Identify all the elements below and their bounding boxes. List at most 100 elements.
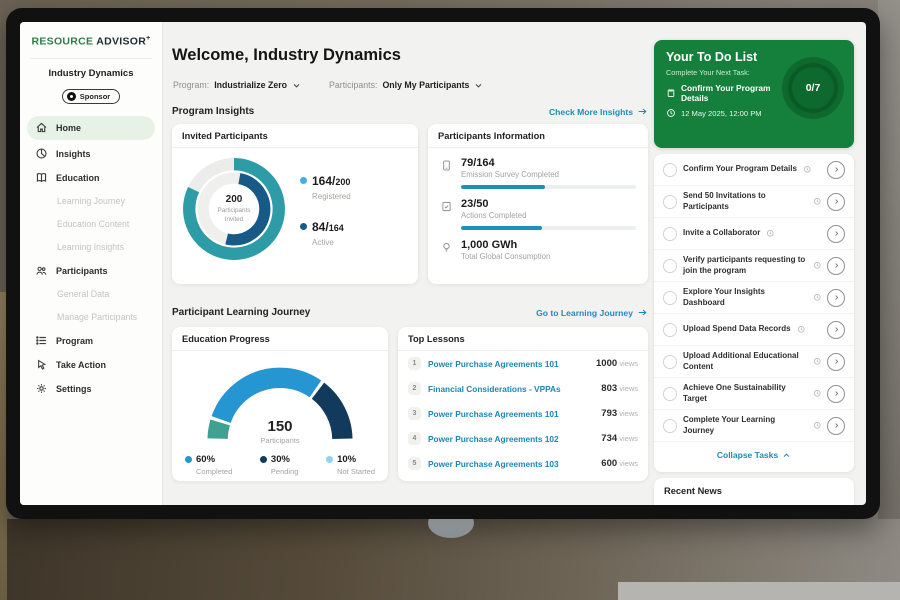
arrow-right-icon <box>637 307 648 318</box>
todo-task-row[interactable]: Upload Spend Data Records <box>654 314 854 346</box>
task-checkbox[interactable] <box>663 419 677 433</box>
task-chevron-button[interactable] <box>827 321 845 339</box>
task-checkbox[interactable] <box>663 355 677 369</box>
legend-dot <box>185 456 192 463</box>
go-to-learning-journey-link[interactable]: Go to Learning Journey <box>536 307 648 318</box>
task-chevron-button[interactable] <box>827 225 845 243</box>
filters-row: Program: Industrialize Zero Participants… <box>173 80 483 90</box>
todo-due-label: 12 May 2025, 12:00 PM <box>681 109 762 118</box>
task-checkbox[interactable] <box>663 259 677 273</box>
org-name: Industry Dynamics <box>20 68 162 79</box>
task-clock-icon <box>813 197 822 206</box>
lesson-link[interactable]: Power Purchase Agreements 103 <box>428 459 594 469</box>
stat-label: Emission Survey Completed <box>461 170 636 179</box>
stat-value: 79/164 <box>461 157 636 169</box>
lesson-link[interactable]: Power Purchase Agreements 102 <box>428 434 594 444</box>
todo-task-list-card: Confirm Your Program Details Send 50 Inv… <box>654 154 854 472</box>
collapse-tasks-link[interactable]: Collapse Tasks <box>654 442 854 468</box>
task-chevron-button[interactable] <box>827 161 845 179</box>
todo-summary-card: Your To Do List Complete Your Next Task:… <box>654 40 854 148</box>
sidebar-item-settings[interactable]: Settings <box>20 377 162 401</box>
program-value: Industrialize Zero <box>214 80 287 90</box>
task-label: Complete Your Learning Journey <box>683 415 807 437</box>
sidebar-item-education[interactable]: Education <box>20 166 162 190</box>
task-chevron-button[interactable] <box>827 257 845 275</box>
todo-task-row[interactable]: Invite a Collaborator <box>654 218 854 250</box>
program-dropdown[interactable]: Program: Industrialize Zero <box>173 80 301 90</box>
todo-task-row[interactable]: Confirm Your Program Details <box>654 154 854 186</box>
task-chevron-button[interactable] <box>827 289 845 307</box>
learning-journey-title: Participant Learning Journey <box>172 307 310 318</box>
check-more-insights-link[interactable]: Check More Insights <box>549 106 648 117</box>
program-icon <box>35 334 48 347</box>
task-chevron-button[interactable] <box>827 193 845 211</box>
legend-item-completed: 60% Completed <box>185 454 232 476</box>
participants-icon <box>35 264 48 277</box>
sidebar-item-learning-insights[interactable]: Learning Insights <box>20 236 162 259</box>
legend-dot <box>260 456 267 463</box>
sidebar-item-label: Education <box>56 173 100 183</box>
sidebar-item-home[interactable]: Home <box>27 116 155 140</box>
sidebar-item-label: Learning Journey <box>57 196 125 206</box>
sidebar-item-label: Home <box>56 123 81 133</box>
sidebar-item-general-data[interactable]: General Data <box>20 283 162 306</box>
task-checkbox[interactable] <box>663 195 677 209</box>
sidebar-item-education-content[interactable]: Education Content <box>20 213 162 236</box>
sidebar-item-program[interactable]: Program <box>20 329 162 353</box>
legend-total: 164 <box>329 223 344 233</box>
legend-item-pending: 30% Pending <box>260 454 299 476</box>
task-label: Invite a Collaborator <box>683 228 760 239</box>
sidebar-item-insights[interactable]: Insights <box>20 142 162 166</box>
page-title: Welcome, Industry Dynamics <box>172 46 401 65</box>
legend-dot <box>326 456 333 463</box>
background-light-strip <box>618 582 900 600</box>
todo-task-row[interactable]: Explore Your Insights Dashboard <box>654 282 854 314</box>
todo-task-row[interactable]: Upload Additional Educational Content <box>654 346 854 378</box>
todo-task-row[interactable]: Complete Your Learning Journey <box>654 410 854 442</box>
todo-task-row[interactable]: Send 50 Invitations to Participants <box>654 186 854 218</box>
lesson-row: 4 Power Purchase Agreements 102 734 view… <box>398 426 648 451</box>
task-checkbox[interactable] <box>663 291 677 305</box>
lesson-link[interactable]: Power Purchase Agreements 101 <box>428 359 589 369</box>
participants-dropdown[interactable]: Participants: Only My Participants <box>329 80 483 90</box>
lesson-views: 1000 views <box>596 358 638 369</box>
sidebar: RESOURCE ADVISOR+ Industry Dynamics Spon… <box>20 22 163 505</box>
legend-value: 164 <box>312 174 332 188</box>
progress-bar <box>461 226 636 230</box>
task-checkbox[interactable] <box>663 163 677 177</box>
task-chevron-button[interactable] <box>827 417 845 435</box>
lesson-row: 1 Power Purchase Agreements 101 1000 vie… <box>398 351 648 376</box>
top-lessons-card: Top Lessons 1 Power Purchase Agreements … <box>398 327 648 481</box>
sidebar-item-take-action[interactable]: Take Action <box>20 353 162 377</box>
task-checkbox[interactable] <box>663 323 677 337</box>
legend-value: 10% <box>337 454 356 465</box>
stat-row-consumption: 1,000 GWh Total Global Consumption <box>428 230 648 261</box>
task-checkbox[interactable] <box>663 387 677 401</box>
education-progress-card: Education Progress 150 Participants 60% <box>172 327 388 481</box>
todo-task-row[interactable]: Verify participants requesting to join t… <box>654 250 854 282</box>
sidebar-item-learning-journey[interactable]: Learning Journey <box>20 190 162 213</box>
donut-legend: 164/200 Registered 84/164 Active <box>300 172 351 247</box>
settings-icon <box>35 382 48 395</box>
lesson-views: 803 views <box>601 383 638 394</box>
sidebar-item-manage-participants[interactable]: Manage Participants <box>20 306 162 329</box>
todo-task-row[interactable]: Achieve One Sustainability Target <box>654 378 854 410</box>
sponsor-icon <box>67 92 76 101</box>
invited-participants-card: Invited Participants 200 Participants In… <box>172 124 418 284</box>
stat-value: 1,000 GWh <box>461 239 636 251</box>
lesson-link[interactable]: Power Purchase Agreements 101 <box>428 409 594 419</box>
lesson-views: 734 views <box>601 433 638 444</box>
sidebar-nav: Home Insights Education Learning Journey… <box>20 116 162 401</box>
task-chevron-button[interactable] <box>827 385 845 403</box>
lesson-link[interactable]: Financial Considerations - VPPAs <box>428 384 594 394</box>
invited-participants-donut-chart: 200 Participants Invited <box>178 153 290 265</box>
chevron-down-icon <box>474 81 483 90</box>
sidebar-item-participants[interactable]: Participants <box>20 259 162 283</box>
task-checkbox[interactable] <box>663 227 677 241</box>
participants-information-card: Participants Information 79/164 Emission… <box>428 124 648 284</box>
gauge-center-label: Participants <box>202 436 358 445</box>
task-clock-icon <box>803 165 812 174</box>
task-chevron-button[interactable] <box>827 353 845 371</box>
participants-label: Participants: <box>329 80 377 90</box>
task-clock-icon <box>813 389 822 398</box>
